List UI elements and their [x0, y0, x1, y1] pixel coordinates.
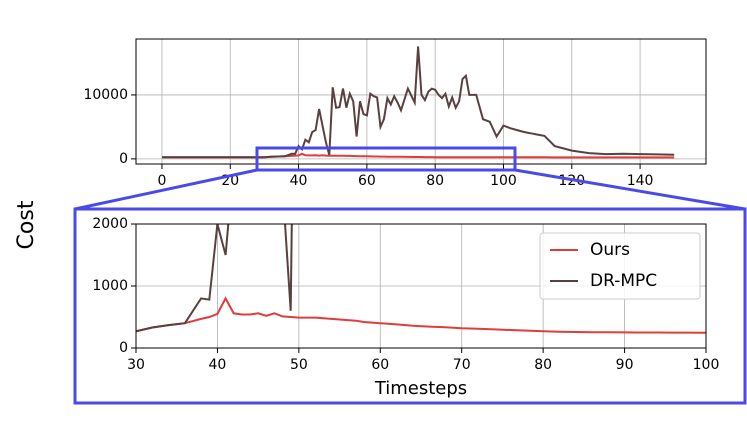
- zoom-rect: [255, 146, 517, 172]
- axes-frame: [135, 223, 707, 349]
- y-tick-label: 0: [119, 151, 128, 167]
- x-tick-label: 40: [290, 173, 308, 189]
- y-tick-label: 10000: [83, 87, 128, 103]
- zoom-indicator: [73, 146, 747, 405]
- x-axis-label: Timesteps: [374, 378, 467, 399]
- zoom-frame: [73, 207, 747, 405]
- x-tick-label: 70: [453, 357, 471, 373]
- line-series: [162, 46, 675, 159]
- series-group: [136, 224, 706, 334]
- zoom-connector: [74, 168, 258, 211]
- x-tick-label: 0: [157, 173, 166, 189]
- legend-label: DR-MPC: [590, 271, 657, 291]
- y-tick-label: 0: [119, 340, 128, 356]
- x-tick-label: 60: [371, 357, 389, 373]
- x-tick-label: 30: [127, 357, 145, 373]
- x-tick-label: 50: [290, 357, 308, 373]
- y-tick-label: 1000: [92, 278, 128, 294]
- line-series: [136, 296, 706, 334]
- series-group: [162, 46, 675, 159]
- y-tick-label: 2000: [92, 216, 128, 232]
- x-tick-label: 100: [693, 357, 720, 373]
- x-tick-label: 140: [627, 173, 654, 189]
- y-axis-label: Cost: [14, 200, 39, 249]
- x-tick-label: 90: [616, 357, 634, 373]
- x-tick-label: 60: [358, 173, 376, 189]
- legend-label: Ours: [590, 240, 630, 260]
- axes-frame: [135, 38, 707, 165]
- x-tick-label: 80: [534, 357, 552, 373]
- x-tick-label: 100: [490, 173, 517, 189]
- line-series: [162, 152, 675, 159]
- zoom-connector: [514, 168, 746, 211]
- plot-area: [136, 39, 706, 164]
- legend: Ours DR-MPC: [539, 232, 701, 300]
- x-tick-label: 80: [426, 173, 444, 189]
- legend-box: [539, 232, 701, 300]
- x-tick-label: 40: [209, 357, 227, 373]
